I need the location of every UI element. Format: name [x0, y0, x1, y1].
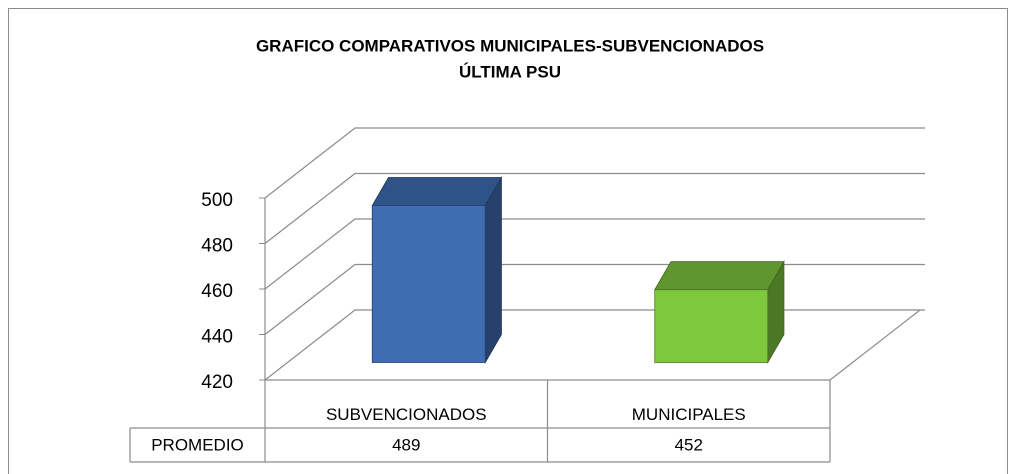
table-value: 452 — [675, 435, 703, 454]
y-tick-label: 480 — [201, 236, 233, 257]
bar — [654, 289, 769, 363]
bar-side — [484, 176, 502, 364]
grid-line — [264, 127, 925, 199]
grid-line — [264, 172, 925, 244]
x-tick-label: MUNICIPALES — [632, 405, 746, 424]
grid-line — [264, 218, 925, 290]
y-tick-label: 500 — [201, 190, 233, 211]
x-tick-label: SUBVENCIONADOS — [326, 405, 487, 424]
y-tick-label: 440 — [201, 327, 233, 348]
chart-title: GRAFICO COMPARATIVOS MUNICIPALES-SUBVENC… — [256, 36, 764, 55]
y-tick-label: 420 — [201, 372, 233, 393]
table-value: 489 — [392, 435, 420, 454]
bar — [371, 205, 486, 363]
chart-subtitle: ÚLTIMA PSU — [459, 62, 561, 81]
y-tick-label: 460 — [201, 281, 233, 302]
bar-top — [371, 177, 503, 206]
table-row-label: PROMEDIO — [151, 435, 244, 454]
floor-right — [829, 309, 921, 381]
bar-top — [654, 261, 785, 291]
chart-frame — [8, 8, 1008, 474]
